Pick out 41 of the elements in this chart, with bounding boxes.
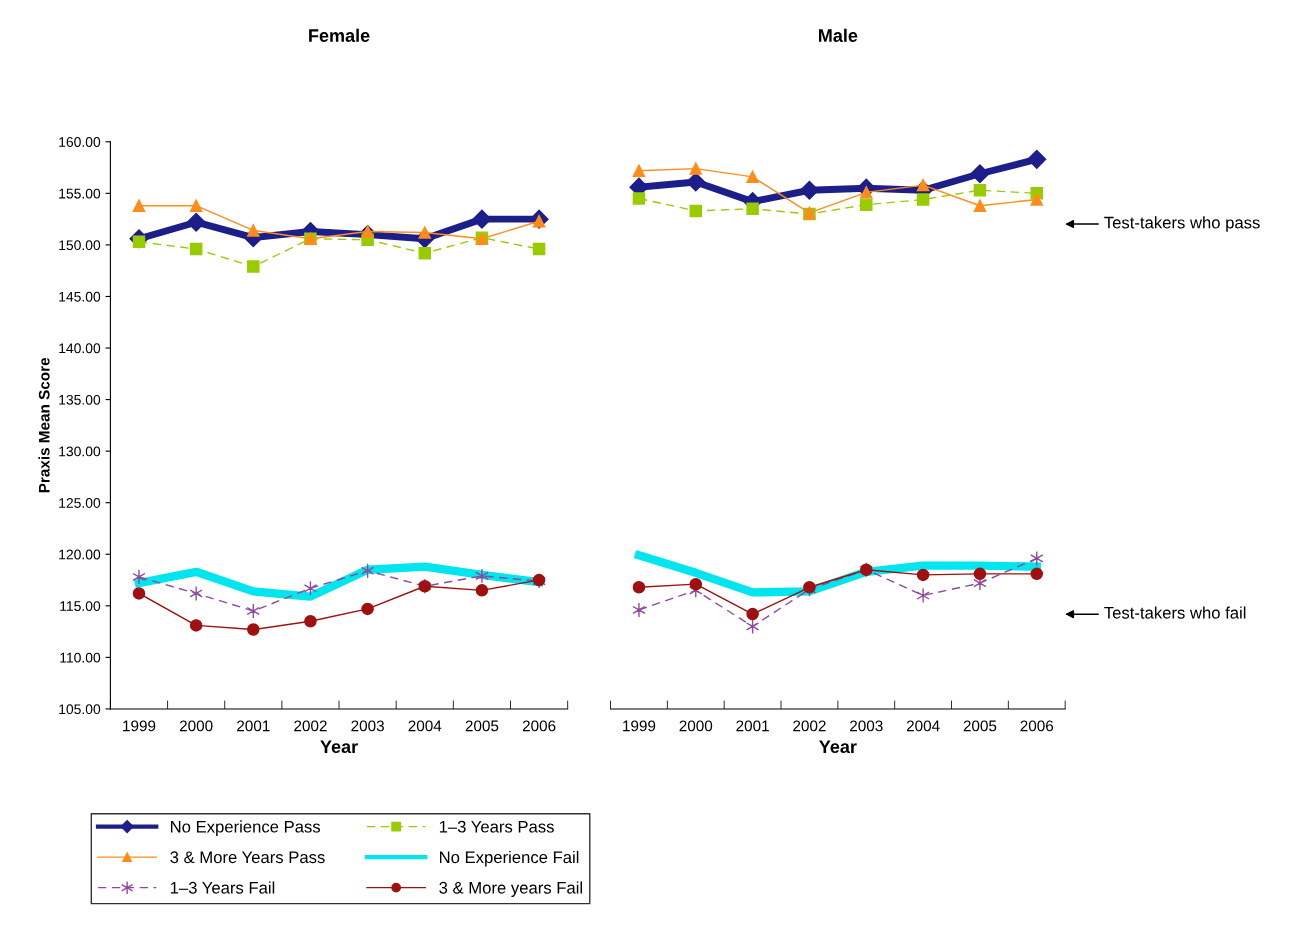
y-tick-label: 120.00 bbox=[59, 549, 101, 560]
y-tick-label: 115.00 bbox=[60, 601, 101, 611]
text: Test-takers who pass bbox=[1104, 216, 1260, 232]
x-tick-label: 2005 bbox=[465, 720, 499, 732]
legend-label: 1–3 Years Fail bbox=[170, 881, 275, 894]
y-tick-label: 150.00 bbox=[59, 240, 101, 251]
x-tick-label: 2000 bbox=[179, 720, 213, 732]
x-tick-label: 2005 bbox=[963, 720, 997, 732]
x-tick-label: 2006 bbox=[522, 720, 556, 732]
x-tick-label: 2000 bbox=[679, 720, 713, 732]
x-axis-title: Year bbox=[320, 740, 358, 754]
chart-title: Male bbox=[818, 28, 858, 42]
x-tick-label: 1999 bbox=[623, 720, 656, 732]
x-tick-label: 2002 bbox=[793, 720, 826, 732]
y-tick-label: 160.00 bbox=[59, 137, 101, 147]
x-tick-label: 2003 bbox=[850, 720, 883, 732]
chart-title: Female bbox=[309, 28, 370, 42]
y-axis-title: Praxis Mean Score bbox=[38, 357, 50, 493]
legend-label: 3 & More years Fail bbox=[439, 881, 583, 897]
legend-label: No Experience Pass bbox=[171, 820, 321, 836]
x-tick-label: 2001 bbox=[736, 720, 769, 732]
x-tick-label: 2004 bbox=[408, 720, 442, 732]
legend-label: No Experience Fail bbox=[440, 850, 579, 867]
text: Test-takers who fail bbox=[1104, 606, 1246, 619]
y-tick-label: 140.00 bbox=[59, 343, 101, 354]
x-tick-label: 2006 bbox=[1020, 720, 1054, 732]
x-tick-label: 2004 bbox=[906, 720, 940, 732]
x-tick-label: 2001 bbox=[237, 720, 270, 732]
y-tick-label: 155.00 bbox=[59, 188, 101, 199]
y-tick-label: 105.00 bbox=[59, 704, 101, 715]
legend-label: 1–3 Years Pass bbox=[439, 820, 554, 833]
x-axis-title: Year bbox=[819, 740, 857, 754]
y-tick-label: 130.00 bbox=[59, 446, 101, 457]
x-tick-label: 2003 bbox=[351, 720, 384, 732]
legend-label: 3 & More Years Pass bbox=[170, 851, 325, 864]
y-tick-label: 135.00 bbox=[59, 394, 101, 405]
y-tick-label: 125.00 bbox=[59, 498, 101, 508]
y-tick-label: 145.00 bbox=[59, 291, 101, 302]
x-tick-label: 2002 bbox=[294, 720, 327, 732]
x-tick-label: 1999 bbox=[123, 720, 156, 732]
y-tick-label: 110.00 bbox=[60, 652, 101, 663]
